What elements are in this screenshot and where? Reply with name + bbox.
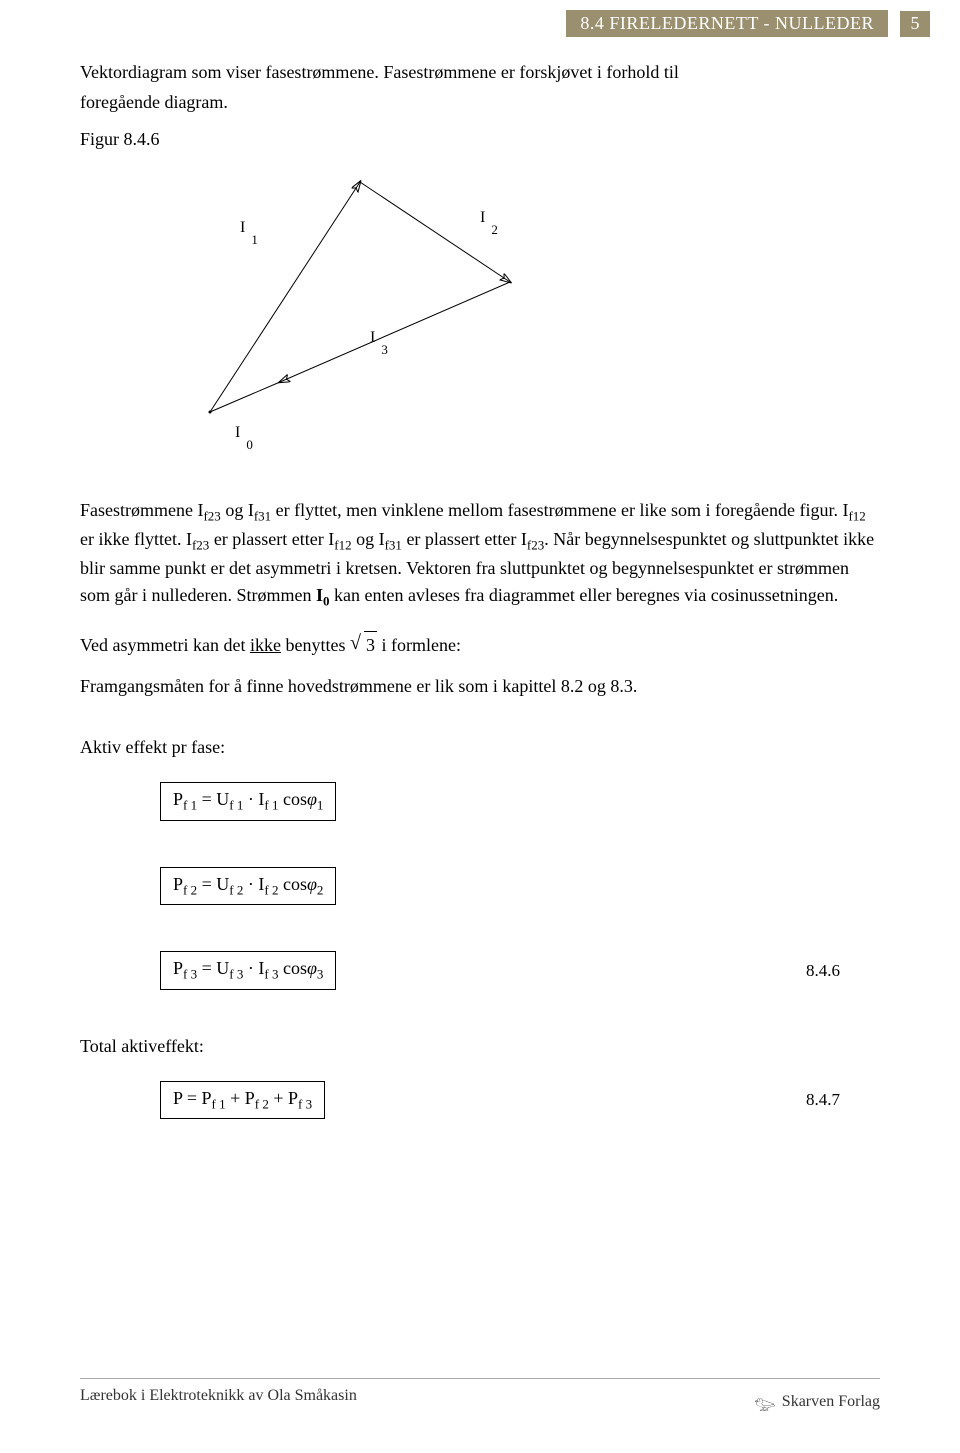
subscript: f 3 xyxy=(298,1096,312,1111)
i0-symbol: I xyxy=(316,585,323,605)
formulas-container: Pf 1 = Uf 1 · If 1 cosφ1 Pf 2 = Uf 2 · If… xyxy=(80,782,880,990)
vector-diagram-svg: I1 I2 I3 I0 xyxy=(160,162,540,462)
publisher-icon: 𓅰 xyxy=(754,1387,776,1417)
underline-ikke: ikke xyxy=(250,635,281,655)
header-title: 8.4 FIRELEDERNETT - NULLEDER xyxy=(566,10,888,37)
svg-text:I0: I0 xyxy=(235,424,253,452)
svg-text:I3: I3 xyxy=(370,329,388,357)
text: er plassert etter I xyxy=(209,529,334,549)
text: Fasestrømmene I xyxy=(80,500,203,520)
asymmetry-note: Ved asymmetri kan det ikke benyttes 3 i … xyxy=(80,631,880,658)
text: Ved asymmetri kan det xyxy=(80,635,250,655)
subscript: f 1 xyxy=(212,1096,226,1111)
formula-row: Pf 1 = Uf 1 · If 1 cosφ1 xyxy=(80,782,880,821)
page-footer: Lærebok i Elektroteknikk av Ola Småkasin… xyxy=(80,1378,880,1417)
svg-text:I1: I1 xyxy=(240,219,258,247)
text: er ikke flyttet. I xyxy=(80,529,192,549)
formula-row: Pf 2 = Uf 2 · If 2 cosφ2 xyxy=(80,867,880,906)
vector-diagram: I1 I2 I3 I0 xyxy=(160,162,880,467)
text: er flyttet, men vinklene mellom fasestrø… xyxy=(271,500,848,520)
subscript: f23 xyxy=(192,538,209,553)
text: i formlene: xyxy=(377,635,461,655)
formula-box: Pf 3 = Uf 3 · If 3 cosφ3 xyxy=(160,951,336,990)
formula-box: Pf 1 = Uf 1 · If 1 cosφ1 xyxy=(160,782,336,821)
text: kan enten avleses fra diagrammet eller b… xyxy=(329,585,838,605)
subscript: f 2 xyxy=(255,1096,269,1111)
page-number: 5 xyxy=(900,11,930,37)
intro-line-2: foregående diagram. xyxy=(80,90,880,114)
subscript: f31 xyxy=(254,508,271,523)
equation-number: 8.4.7 xyxy=(806,1090,880,1110)
sym: P xyxy=(202,1088,212,1108)
sqrt-value: 3 xyxy=(364,631,377,658)
total-active-label: Total aktiveffekt: xyxy=(80,1036,880,1057)
sqrt-symbol: 3 xyxy=(350,631,377,658)
chapter-reference: Framgangsmåten for å finne hovedstrømmen… xyxy=(80,676,880,697)
subscript: f12 xyxy=(848,508,865,523)
formula-box: Pf 2 = Uf 2 · If 2 cosφ2 xyxy=(160,867,336,906)
explanation-paragraph: Fasestrømmene If23 og If31 er flyttet, m… xyxy=(80,497,880,611)
text: benyttes xyxy=(281,635,350,655)
subscript: f31 xyxy=(385,538,402,553)
sym: P xyxy=(288,1088,298,1108)
footer-right: 𓅰 Skarven Forlag xyxy=(754,1387,880,1417)
text: er plassert etter I xyxy=(402,529,527,549)
figure-label: Figur 8.4.6 xyxy=(80,129,880,150)
sym: P xyxy=(245,1088,255,1108)
page-content: Vektordiagram som viser fasestrømmene. F… xyxy=(80,0,880,1119)
svg-text:I2: I2 xyxy=(480,209,498,237)
subscript: f23 xyxy=(527,538,544,553)
formula-row: Pf 3 = Uf 3 · If 3 cosφ3 8.4.6 xyxy=(80,951,880,990)
total-formula-row: P = Pf 1 + Pf 2 + Pf 3 8.4.7 xyxy=(80,1081,880,1120)
intro-line-1: Vektordiagram som viser fasestrømmene. F… xyxy=(80,60,880,84)
subscript: f23 xyxy=(203,508,220,523)
active-power-label: Aktiv effekt pr fase: xyxy=(80,737,880,758)
equation-number: 8.4.6 xyxy=(806,961,880,981)
sym: P xyxy=(173,1088,182,1108)
text: og I xyxy=(352,529,385,549)
total-formula-box: P = Pf 1 + Pf 2 + Pf 3 xyxy=(160,1081,325,1120)
publisher-name: Skarven Forlag xyxy=(782,1393,880,1411)
subscript: f12 xyxy=(334,538,351,553)
footer-left: Lærebok i Elektroteknikk av Ola Småkasin xyxy=(80,1387,357,1417)
page-header: 8.4 FIRELEDERNETT - NULLEDER 5 xyxy=(566,10,930,37)
text: og I xyxy=(221,500,254,520)
